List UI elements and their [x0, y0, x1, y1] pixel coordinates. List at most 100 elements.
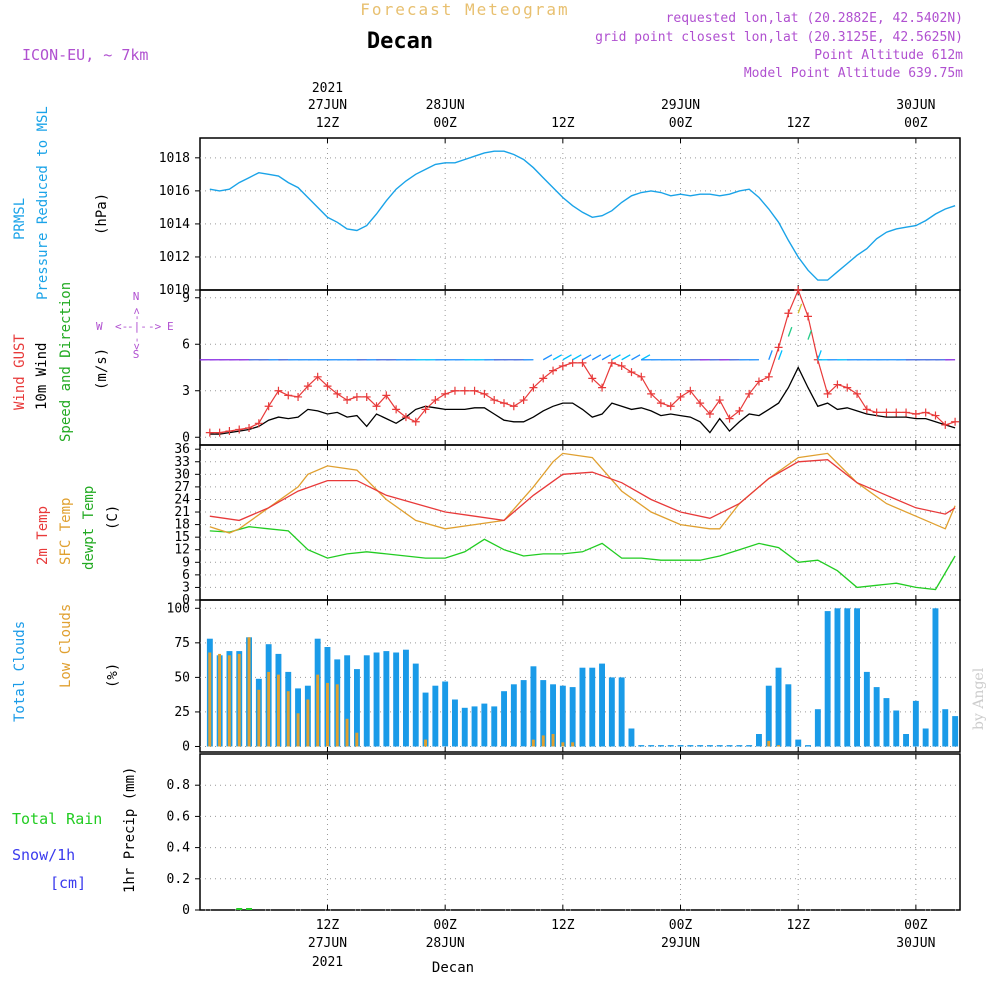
y-tick-label: 0.8: [167, 778, 190, 793]
watermark: by Angel: [971, 667, 987, 730]
gust-point: [490, 396, 499, 405]
bottom-hour-label: 00Z: [904, 918, 928, 933]
total-cloud-bar: [520, 680, 527, 747]
y-tick-label: 0: [182, 739, 190, 754]
gust-point: [862, 405, 871, 414]
gust-point: [784, 309, 793, 318]
wind-plot: 0 3 6 9: [182, 286, 960, 445]
snow-unit-label: [cm]: [50, 874, 86, 892]
total-cloud-bar: [903, 734, 909, 747]
low-cloud-bar: [316, 674, 320, 747]
compass-n-arrow: ->: [130, 307, 143, 321]
total-cloud-bar: [638, 745, 645, 747]
total-cloud-bar: [667, 745, 674, 747]
total-cloud-bar: [412, 663, 419, 747]
bottom-hour-label: 12Z: [786, 918, 810, 933]
total-cloud-bar: [579, 667, 586, 747]
wind-arrow: [621, 354, 631, 361]
wind-dir-label: Speed and Direction: [58, 282, 74, 442]
wind-arrow: [787, 326, 793, 337]
total-cloud-bar: [795, 739, 802, 747]
bottom-location-label: Decan: [432, 960, 474, 976]
model-label: ICON-EU, ~ 7km: [22, 46, 148, 64]
y-tick-label: 36: [174, 442, 190, 457]
gust-point: [902, 408, 911, 417]
y-tick-label: 15: [174, 530, 190, 545]
y-tick-label: 6: [182, 568, 190, 583]
total-cloud-bar: [393, 652, 400, 747]
y-tick-label: 27: [174, 480, 190, 495]
gust-point: [323, 382, 332, 391]
total-cloud-bar: [883, 698, 890, 747]
total-clouds-label: Total Clouds: [12, 621, 28, 722]
low-cloud-bar: [541, 735, 545, 747]
gust-point: [352, 392, 361, 401]
gust-point: [431, 396, 440, 405]
bottom-date-label: 28JUN: [426, 936, 465, 951]
gust-point: [833, 380, 842, 389]
compass-s: S: [133, 348, 140, 361]
y-tick-label: 50: [174, 670, 190, 685]
gust-point: [519, 396, 528, 405]
bottom-time-axis: 12Z 27JUN 2021 00Z 28JUN 12Z 00Z 29JUN 12Z 00Z 30J…: [308, 918, 936, 970]
clouds-plot: 0 25 50 75 100: [167, 600, 960, 754]
gust-point: [205, 428, 214, 437]
total-cloud-bar: [756, 734, 762, 747]
t2m-label: 2m Temp: [35, 506, 51, 565]
low-cloud-bar: [306, 699, 310, 747]
gust-point: [745, 389, 754, 398]
gust-point: [568, 358, 577, 367]
total-cloud-bar: [854, 608, 860, 747]
rain-bar: [236, 908, 243, 910]
total-cloud-bar: [599, 663, 605, 747]
total-cloud-bar: [501, 691, 507, 747]
total-cloud-bar: [912, 700, 919, 747]
y-tick-label: 0: [182, 430, 190, 445]
y-tick-label: 3: [182, 384, 190, 399]
pressure-panel: 1010 1012 1014 1016 1018 PRMSL Pressure Redu…: [12, 106, 961, 300]
pressure-unit: (hPa): [94, 193, 110, 235]
low-cloud-bar: [767, 740, 771, 747]
clouds-panel: 0 25 50 75 100 Total Clouds Low Clouds (%): [12, 599, 961, 754]
total-cloud-bar: [628, 728, 635, 747]
rain-bar: [246, 908, 253, 910]
total-cloud-bar: [863, 671, 870, 747]
total-cloud-bar: [952, 716, 959, 747]
pressure-frame: [199, 137, 961, 291]
top-hour-label: 00Z: [669, 116, 693, 131]
gust-point: [598, 383, 607, 392]
low-cloud-bar: [424, 739, 427, 747]
low-cloud-bar: [208, 652, 212, 747]
temperature-unit: (C): [105, 505, 121, 530]
wind-arrow: [572, 354, 582, 361]
compass-w-arrow: <-: [115, 320, 128, 333]
wind-arrow: [591, 354, 602, 361]
pressure-plot: 1010 1012 1014 1016 1018: [159, 138, 960, 298]
gust-point: [539, 374, 548, 383]
gust-point: [696, 399, 705, 408]
top-date-label: 29JUN: [661, 98, 700, 113]
total-cloud-bar: [608, 677, 615, 747]
gust-point: [627, 368, 636, 377]
gust-point: [215, 428, 224, 437]
total-cloud-bar: [687, 745, 694, 747]
gust-point: [588, 374, 597, 383]
total-cloud-bar: [677, 745, 684, 747]
bottom-hour-label: 12Z: [316, 918, 340, 933]
y-tick-label: 1014: [159, 217, 190, 232]
total-cloud-bar: [363, 655, 370, 747]
gust-point: [264, 402, 273, 411]
gust-point: [676, 392, 685, 401]
temperature-frame: [199, 444, 961, 601]
gust-point: [284, 391, 293, 400]
bottom-hour-label: 00Z: [433, 918, 457, 933]
wind-arrow: [542, 354, 553, 361]
dewpt-line: [209, 526, 956, 591]
total-cloud-bar: [589, 667, 596, 747]
y-tick-label: 0: [182, 593, 190, 608]
wind-arrow: [807, 329, 813, 340]
total-cloud-bar: [383, 651, 390, 747]
